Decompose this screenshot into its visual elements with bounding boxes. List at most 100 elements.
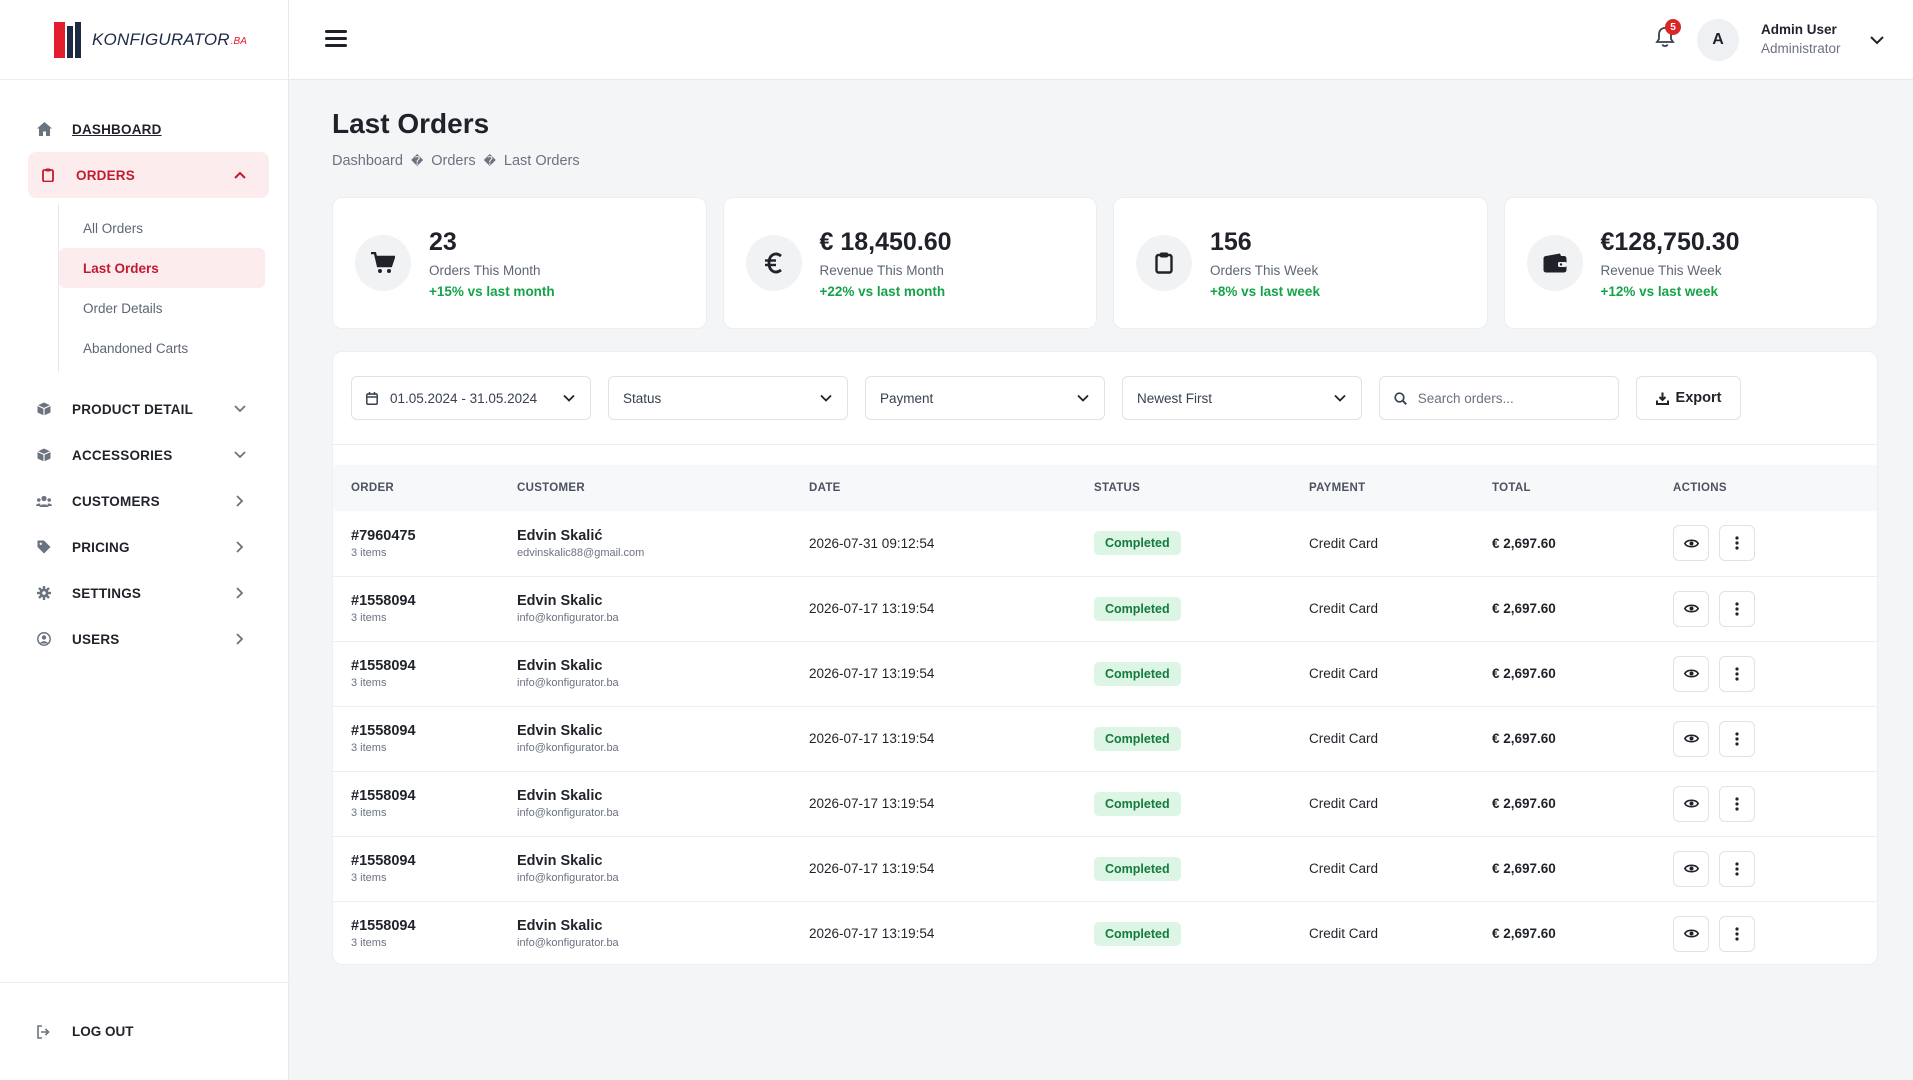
order-id[interactable]: #7960475: [351, 527, 416, 544]
sort-select-value: Newest First: [1137, 390, 1213, 406]
submenu-item-order-details[interactable]: Order Details: [83, 300, 163, 316]
chevron-right-icon: [233, 540, 247, 554]
order-total: € 2,697.60: [1492, 666, 1556, 681]
table-row[interactable]: #1558094 3 items Edvin Skalic info@konfigur…: [333, 641, 1877, 706]
sidebar-item-orders[interactable]: ORDERS: [28, 152, 269, 198]
payment-method: Credit Card: [1309, 601, 1379, 616]
customer-name: Edvin Skalic: [517, 918, 603, 935]
breadcrumb-item-orders[interactable]: Orders: [431, 153, 476, 169]
stat-trend: +15% vs last month: [429, 283, 555, 299]
sidebar-item-pricing[interactable]: PRICING: [28, 524, 269, 570]
order-id[interactable]: #1558094: [351, 918, 416, 935]
actions-cell: [1673, 576, 1877, 641]
order-item-count: 3 items: [351, 612, 387, 624]
stat-card-revenue-week: €128,750.30 Revenue This Week +12% vs la…: [1503, 197, 1878, 329]
view-order-button[interactable]: [1673, 525, 1709, 562]
more-options-button[interactable]: [1719, 655, 1755, 692]
table-row[interactable]: #7960475 3 items Edvin Skalić edvinskalic88…: [333, 511, 1877, 576]
column-header-order[interactable]: ORDER: [351, 482, 395, 494]
sidebar-item-product-detail[interactable]: PRODUCT DETAIL: [28, 386, 269, 432]
more-options-button[interactable]: [1719, 850, 1755, 887]
view-order-button[interactable]: [1673, 915, 1709, 952]
sidebar-item-customers[interactable]: CUSTOMERS: [28, 478, 269, 524]
actions-cell: [1673, 641, 1877, 706]
eye-icon: [1683, 734, 1699, 743]
view-order-button[interactable]: [1673, 720, 1709, 757]
sort-select[interactable]: Newest First: [1122, 376, 1362, 420]
date-range-picker[interactable]: 01.05.2024 - 31.05.2024: [351, 376, 591, 420]
export-label: Export: [1675, 390, 1722, 406]
user-name: Admin User: [1761, 22, 1837, 37]
table-row[interactable]: #1558094 3 items Edvin Skalic info@konfigur…: [333, 901, 1877, 966]
view-order-button[interactable]: [1673, 590, 1709, 627]
order-item-count: 3 items: [351, 872, 387, 884]
submenu-item-all-orders[interactable]: All Orders: [83, 220, 144, 236]
customer-name: Edvin Skalic: [517, 593, 603, 609]
more-options-button[interactable]: [1719, 590, 1755, 627]
sidebar-item-settings[interactable]: SETTINGS: [28, 570, 269, 616]
more-options-button[interactable]: [1719, 785, 1755, 822]
order-item-count: 3 items: [351, 742, 387, 754]
table-row[interactable]: #1558094 3 items Edvin Skalic info@konfigur…: [333, 771, 1877, 836]
view-order-button[interactable]: [1673, 655, 1709, 692]
customer-cell: Edvin Skalic info@konfigurator.ba: [517, 706, 809, 771]
status-select[interactable]: Status: [608, 376, 848, 420]
customer-email: info@konfigurator.ba: [517, 677, 619, 689]
order-id[interactable]: #1558094: [351, 788, 416, 804]
order-date: 2026-07-17 13:19:54: [809, 796, 935, 811]
sidebar-item-users[interactable]: USERS: [28, 616, 269, 662]
column-header-customer[interactable]: CUSTOMER: [517, 482, 585, 494]
breadcrumb-item-dashboard[interactable]: Dashboard: [332, 153, 403, 169]
order-id[interactable]: #1558094: [351, 593, 416, 609]
stat-trend: +12% vs last week: [1600, 283, 1718, 299]
chevron-down-icon: [562, 391, 576, 405]
order-total: € 2,697.60: [1492, 601, 1556, 616]
column-header-payment[interactable]: PAYMENT: [1309, 482, 1366, 494]
payment-select[interactable]: Payment: [865, 376, 1105, 420]
order-id[interactable]: #1558094: [351, 658, 416, 674]
view-order-button[interactable]: [1673, 785, 1709, 822]
column-header-date[interactable]: DATE: [809, 482, 841, 494]
column-header-total[interactable]: TOTAL: [1492, 482, 1531, 494]
actions-cell: [1673, 836, 1877, 901]
table-row[interactable]: #1558094 3 items Edvin Skalic info@konfigur…: [333, 836, 1877, 901]
stat-card-orders-week: 156 Orders This Week +8% vs last week: [1113, 197, 1488, 329]
submenu-item-abandoned-carts[interactable]: Abandoned Carts: [83, 340, 189, 356]
table-row[interactable]: #1558094 3 items Edvin Skalic info@konfigur…: [333, 706, 1877, 771]
more-options-button[interactable]: [1719, 720, 1755, 757]
payment-method: Credit Card: [1309, 535, 1379, 551]
brand-logo[interactable]: KONFIGURATOR .BA: [0, 0, 288, 80]
download-icon: [1655, 392, 1670, 405]
sidebar-item-accessories[interactable]: ACCESSORIES: [28, 432, 269, 478]
submenu-item-last-orders[interactable]: Last Orders: [59, 248, 265, 288]
order-date: 2026-07-17 13:19:54: [809, 861, 935, 876]
order-total: € 2,697.60: [1492, 535, 1556, 551]
order-cell: #1558094 3 items: [333, 836, 517, 901]
user-info[interactable]: Admin User Administrator: [1761, 22, 1841, 56]
view-order-button[interactable]: [1673, 850, 1709, 887]
order-id[interactable]: #1558094: [351, 853, 416, 869]
more-options-button[interactable]: [1719, 525, 1755, 562]
sidebar-item-label: CUSTOMERS: [72, 493, 160, 509]
search-input[interactable]: [1417, 390, 1604, 406]
sidebar-item-dashboard[interactable]: DASHBOARD: [28, 106, 269, 152]
column-header-actions: ACTIONS: [1673, 482, 1727, 494]
chevron-right-icon: [233, 586, 247, 600]
orders-submenu: All Orders Last Orders Order Details Aba…: [58, 204, 269, 372]
export-button[interactable]: Export: [1636, 376, 1741, 420]
avatar[interactable]: A: [1697, 19, 1739, 61]
order-cell: #1558094 3 items: [333, 771, 517, 836]
column-header-status[interactable]: STATUS: [1094, 482, 1141, 494]
logo-mark-icon: [54, 21, 84, 58]
customer-cell: Edvin Skalić edvinskalic88@gmail.com: [517, 511, 809, 576]
chevron-down-icon[interactable]: [1869, 32, 1885, 48]
order-id[interactable]: #1558094: [351, 723, 416, 739]
menu-toggle-icon[interactable]: [325, 30, 347, 50]
more-options-button[interactable]: [1719, 915, 1755, 952]
table-row[interactable]: #1558094 3 items Edvin Skalic info@konfigur…: [333, 576, 1877, 641]
more-vertical-icon: [1735, 731, 1739, 746]
logout-icon: [36, 1024, 52, 1039]
user-circle-icon: [36, 631, 52, 647]
box-icon: [36, 447, 52, 463]
logout-button[interactable]: LOG OUT: [0, 982, 289, 1080]
